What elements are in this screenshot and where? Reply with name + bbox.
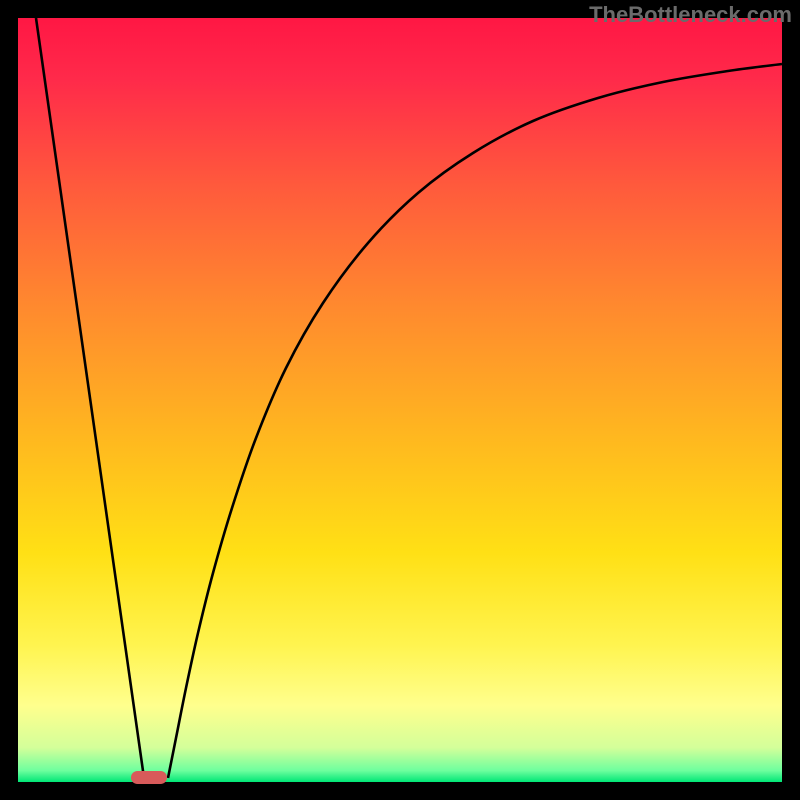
curve-layer [18, 18, 782, 782]
chart-frame: TheBottleneck.com [0, 0, 800, 800]
watermark-text: TheBottleneck.com [589, 2, 792, 28]
right-rising-curve [168, 64, 782, 778]
bottleneck-marker [131, 771, 167, 784]
left-descending-line [36, 18, 144, 778]
plot-area [18, 18, 782, 782]
